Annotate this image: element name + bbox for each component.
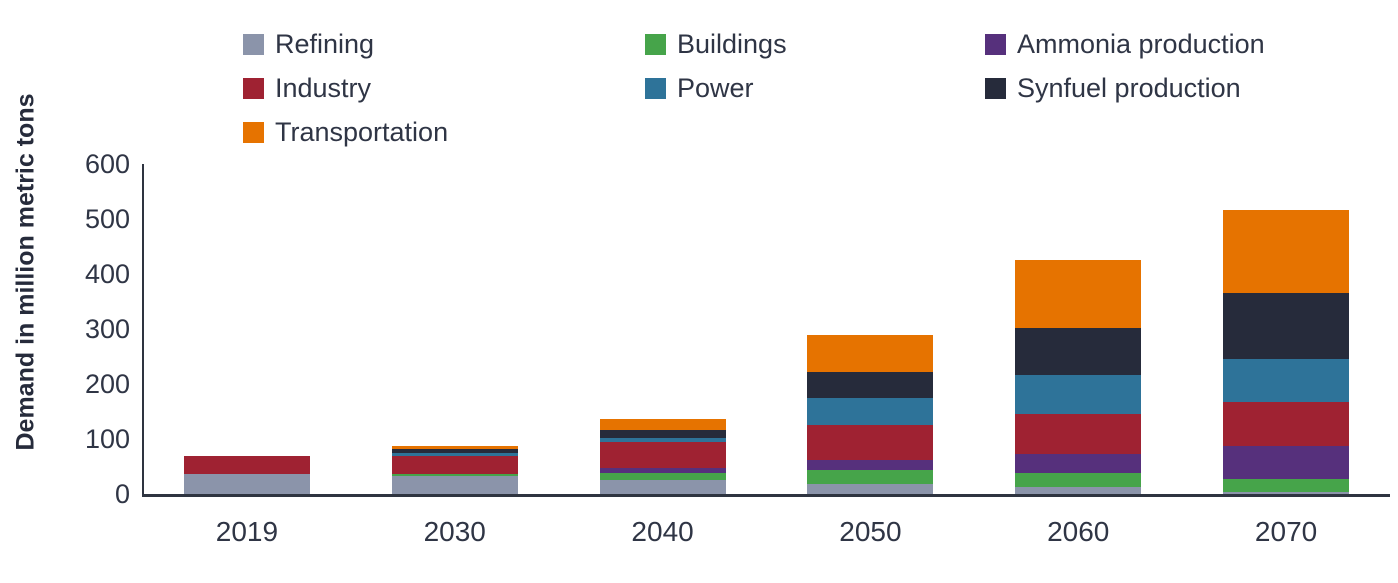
bar-segment-2040-synfuel-production (599, 429, 726, 438)
y-tick-label: 600 (84, 149, 130, 179)
bar-segment-2060-power (1015, 375, 1142, 414)
bar-segment-2050-buildings (807, 470, 934, 485)
bar-segment-2030-synfuel-production (391, 448, 518, 453)
y-tick-label: 200 (84, 369, 130, 399)
bar-segment-2060-buildings (1015, 473, 1142, 488)
bar-segment-2070-transportation (1223, 209, 1350, 294)
legend-swatch-icon (985, 78, 1006, 99)
y-tick-label: 500 (84, 204, 130, 234)
x-axis-label-2030: 2030 (423, 516, 486, 547)
x-axis-label-2019: 2019 (215, 516, 279, 547)
bar-segment-2070-power (1223, 358, 1350, 403)
bar-segment-2070-ammonia-production (1223, 445, 1350, 479)
legend-label: Power (677, 73, 754, 103)
y-axis-line (142, 164, 144, 495)
x-axis-line (142, 494, 1390, 497)
legend-item: Industry (243, 73, 448, 103)
bar-segment-2030-transportation (391, 446, 518, 449)
bar-segment-2070-synfuel-production (1223, 293, 1350, 359)
legend-swatch-icon (985, 34, 1006, 55)
bar-segment-2030-refining (391, 475, 518, 494)
bar-segment-2030-industry (391, 455, 518, 475)
bar-segment-2040-ammonia-production (599, 468, 726, 474)
legend-label: Buildings (677, 29, 787, 59)
legend-label: Transportation (275, 117, 449, 147)
legend-label: Ammonia production (1017, 29, 1265, 59)
bar-segment-2060-synfuel-production (1015, 327, 1142, 376)
legend-item: Refining (243, 29, 448, 59)
bar-segment-2040-refining (599, 479, 726, 494)
bar-segment-2050-ammonia-production (807, 460, 934, 471)
bar-segment-2050-refining (807, 484, 934, 494)
legend-item: Buildings (645, 29, 787, 59)
bar-segment-2030-buildings (391, 474, 518, 476)
legend-column-1: Refining Industry Transportation (243, 29, 449, 163)
x-axis-label-2040: 2040 (631, 516, 694, 547)
bar-segment-2019-refining (183, 474, 310, 494)
bar-segment-2040-transportation (599, 419, 726, 430)
x-axis-label-2060: 2060 (1047, 516, 1110, 547)
bar-segment-2060-industry (1015, 413, 1142, 455)
bar-segment-2040-buildings (599, 473, 726, 480)
bar-segment-2019-industry (183, 456, 310, 475)
legend-swatch-icon (645, 78, 666, 99)
y-tick-label: 300 (84, 314, 130, 344)
y-tick-label: 100 (84, 424, 130, 454)
bar-segment-2050-transportation (807, 334, 934, 373)
bar-segment-2070-industry (1223, 402, 1350, 446)
legend-swatch-icon (243, 34, 264, 55)
legend-item: Ammonia production (985, 29, 1265, 59)
bar-segment-2030-power (391, 452, 518, 456)
bar-segment-2070-refining (1223, 491, 1350, 494)
bar-segment-2060-refining (1015, 487, 1142, 494)
legend-label: Synfuel production (1017, 73, 1241, 103)
legend-swatch-icon (243, 78, 264, 99)
x-axis-label-2050: 2050 (839, 516, 902, 547)
x-axis-label-2070: 2070 (1254, 516, 1318, 547)
legend-item: Transportation (243, 117, 449, 147)
bar-segment-2050-synfuel-production (807, 372, 934, 398)
y-tick-label: 400 (84, 259, 130, 289)
legend-swatch-icon (645, 34, 666, 55)
legend-swatch-icon (243, 122, 264, 143)
y-tick-label: 0 (114, 479, 130, 509)
bar-segment-2060-ammonia-production (1015, 454, 1142, 474)
legend-item: Synfuel production (985, 73, 1265, 103)
legend-column-3: Ammonia production Synfuel production (985, 29, 1265, 119)
bar-segment-2070-buildings (1223, 478, 1350, 492)
bar-segment-2040-power (599, 437, 726, 442)
bar-segment-2050-industry (807, 424, 934, 461)
legend-label: Industry (275, 73, 372, 103)
bar-segment-2050-power (807, 397, 934, 425)
legend-item: Power (645, 73, 787, 103)
bar-segment-2040-industry (599, 441, 726, 469)
bar-segment-2060-transportation (1015, 260, 1142, 328)
legend-column-2: Buildings Power (645, 29, 787, 119)
legend-label: Refining (275, 29, 375, 59)
